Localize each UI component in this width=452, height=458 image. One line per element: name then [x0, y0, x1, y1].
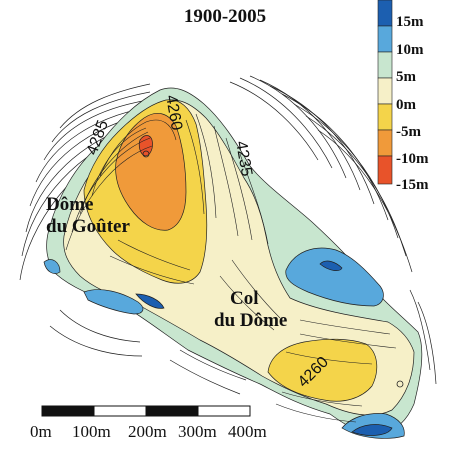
legend-swatch-0m — [377, 77, 393, 105]
legend-swatch-5m — [377, 51, 393, 79]
zone-15m-right — [319, 260, 343, 271]
scale-label-300m: 300m — [178, 422, 217, 441]
zone-15m-left — [135, 293, 165, 309]
place-label-col-line1: Col — [230, 288, 259, 309]
zone-10m-right — [285, 247, 384, 307]
legend-swatch-minus5m — [377, 103, 393, 131]
place-label-dome-line2: du Goûter — [46, 216, 130, 237]
scale-label-200m: 200m — [128, 422, 167, 441]
map-title: 1900-2005 — [183, 6, 267, 27]
zone-10m-far-left — [43, 259, 61, 274]
place-label-col-du-dome: Col du Dôme — [214, 288, 287, 332]
legend-label-minus15m: -15m — [396, 177, 429, 193]
legend-swatch-minus10m — [377, 129, 393, 157]
zone-minus10m — [115, 112, 187, 231]
scale-segment-4 — [197, 405, 251, 417]
legend-swatch-10m — [377, 25, 393, 53]
legend-label-15m: 15m — [396, 14, 424, 30]
zone-15m-bottom — [351, 424, 393, 436]
contour-label-4235: 4235 — [232, 140, 255, 178]
inner-contour-lines — [65, 113, 397, 423]
elevation-change-zones — [43, 87, 423, 439]
point-marker — [396, 380, 404, 388]
zone-minus15m — [138, 135, 153, 157]
place-label-dome-line1: Dôme — [46, 194, 94, 215]
scale-label-400m: 400m — [228, 422, 267, 441]
legend-label-0m: 0m — [396, 97, 416, 113]
legend-label-10m: 10m — [396, 42, 424, 58]
scale-bar — [41, 405, 251, 417]
place-label-dome-du-gouter: Dôme du Goûter — [46, 194, 130, 238]
legend-swatch-15m — [377, 0, 393, 27]
zone-minus5m-lower — [267, 338, 378, 402]
contour-label-4260-top: 4260 — [162, 94, 185, 132]
scale-segment-1 — [41, 405, 95, 417]
summit-marker — [142, 150, 150, 158]
scale-segment-3 — [145, 405, 199, 417]
outer-contour-lines — [19, 75, 437, 395]
legend-color-bar — [377, 0, 393, 185]
scale-label-100m: 100m — [72, 422, 111, 441]
legend-label-minus10m: -10m — [396, 151, 429, 167]
legend-swatch-minus15m — [377, 155, 393, 185]
zone-10m-left — [83, 289, 144, 315]
legend-label-5m: 5m — [396, 69, 416, 85]
scale-label-0m: 0m — [30, 422, 52, 441]
legend-label-minus5m: -5m — [396, 124, 421, 140]
scale-segment-2 — [93, 405, 147, 417]
place-label-col-line2: du Dôme — [214, 310, 288, 331]
